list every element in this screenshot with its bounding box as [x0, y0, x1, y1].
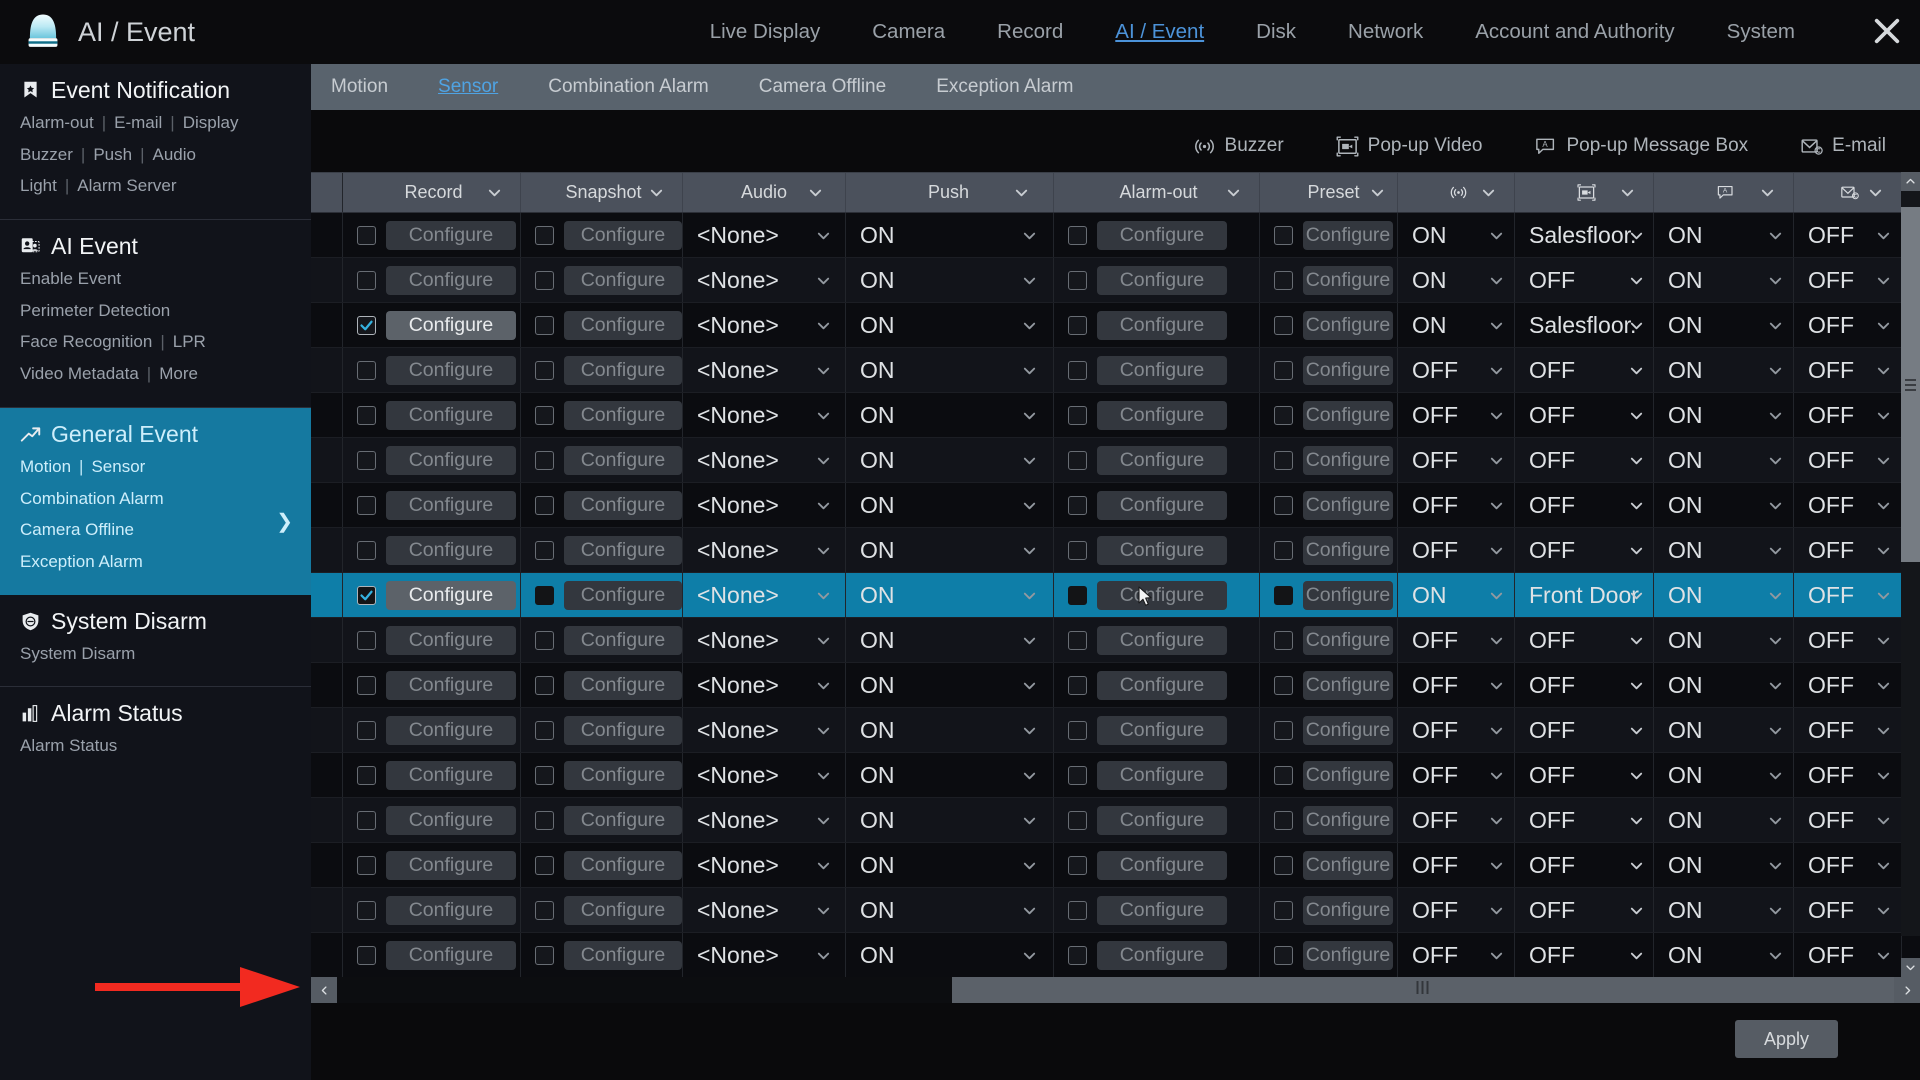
svg-text:A: A — [1723, 188, 1728, 195]
svg-text:A: A — [1543, 139, 1549, 148]
